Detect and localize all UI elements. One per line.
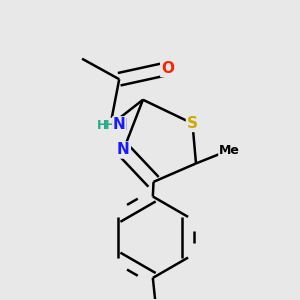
Text: S: S [187,116,198,131]
Text: H: H [97,119,107,132]
Text: N: N [115,118,128,133]
Text: O: O [161,61,174,76]
Text: H: H [105,119,116,132]
Text: N: N [113,117,126,132]
Text: Me: Me [219,143,240,157]
Text: N: N [117,142,130,158]
